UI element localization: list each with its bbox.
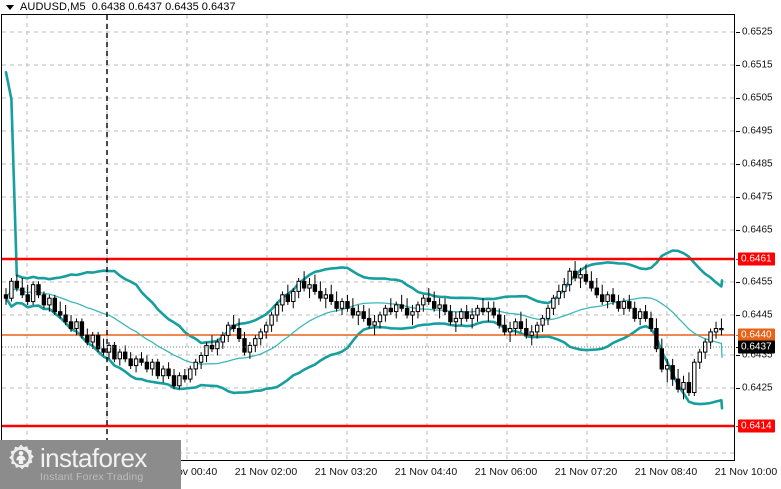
price-label-0_6525: 0.6525: [742, 26, 773, 38]
price-tick: [736, 388, 740, 389]
price-label-0_6485: 0.6485: [742, 158, 773, 170]
price-label-0_6475: 0.6475: [742, 191, 773, 203]
price-label-0_6455: 0.6455: [742, 276, 773, 288]
price-label-0_6435: 0.6435: [742, 349, 773, 361]
time-label: 21 Nov 07:20: [554, 466, 618, 478]
price-label-0_6461: 0.6461: [738, 252, 775, 266]
price-tick: [736, 197, 740, 198]
watermark-tagline: Instant Forex Trading: [40, 471, 144, 483]
instaforex-watermark: instaforex Instant Forex Trading: [0, 440, 181, 489]
chart-canvas: [2, 15, 734, 460]
symbol-label: AUDUSD,M5: [20, 1, 86, 13]
time-label: 21 Nov 10:00: [714, 466, 778, 478]
price-plot[interactable]: [1, 14, 735, 461]
price-label-0_6495: 0.6495: [742, 125, 773, 137]
price-tick: [736, 355, 740, 356]
price-axis[interactable]: 0.6525 0.6515 0.6505 0.6495 0.6485 0.6475 0.64…: [736, 14, 781, 473]
price-tick: [736, 164, 740, 165]
time-label: 21 Nov 06:00: [474, 466, 538, 478]
time-label: 21 Nov 02:00: [234, 466, 298, 478]
time-label: 21 Nov 03:20: [314, 466, 378, 478]
price-label-0_6414: 0.6414: [738, 419, 775, 433]
price-tick: [736, 131, 740, 132]
price-tick: [736, 98, 740, 99]
ohlc-values: 0.6438 0.6437 0.6435 0.6437: [91, 1, 236, 13]
chevron-down-icon[interactable]: [6, 4, 14, 10]
price-tick: [736, 230, 740, 231]
price-tick: [736, 315, 740, 316]
price-label-0_6505: 0.6505: [742, 92, 773, 104]
time-label: 21 Nov 08:40: [634, 466, 698, 478]
price-tick: [736, 65, 740, 66]
price-label-0_6465: 0.6465: [742, 224, 773, 236]
price-label-0_6440: 0.6440: [738, 328, 775, 342]
price-label-0_6437: 0.6437: [738, 340, 775, 354]
price-tick: [736, 282, 740, 283]
price-tick: [736, 32, 740, 33]
chart-header: AUDUSD,M5 0.6438 0.6437 0.6435 0.6437: [0, 0, 781, 14]
instaforex-gear-logo: [6, 443, 36, 473]
price-label-0_6515: 0.6515: [742, 59, 773, 71]
time-label: 21 Nov 04:40: [394, 466, 458, 478]
price-label-0_6445: 0.6445: [742, 309, 773, 321]
price-label-0_6425: 0.6425: [742, 382, 773, 394]
watermark-brand: instaforex: [40, 443, 147, 473]
